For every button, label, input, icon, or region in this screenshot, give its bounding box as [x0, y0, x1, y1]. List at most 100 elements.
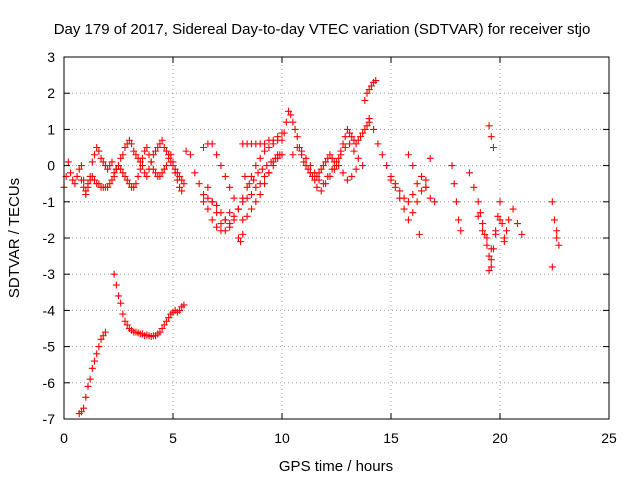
data-point — [165, 154, 173, 162]
data-point — [276, 151, 284, 159]
data-point — [409, 191, 417, 199]
x-axis-label: GPS time / hours — [279, 458, 393, 475]
data-point — [247, 191, 255, 199]
data-point — [479, 220, 487, 228]
data-point — [230, 216, 238, 224]
data-point — [241, 172, 249, 180]
data-point — [95, 180, 103, 188]
data-point — [413, 198, 421, 206]
data-point — [221, 216, 229, 224]
data-point — [383, 162, 391, 170]
data-point — [426, 154, 434, 162]
data-point — [409, 209, 417, 217]
data-point — [396, 194, 404, 202]
data-point — [99, 158, 107, 166]
data-point — [343, 125, 351, 133]
data-point — [300, 158, 308, 166]
data-point — [505, 216, 513, 224]
data-point — [132, 180, 140, 188]
data-point — [555, 241, 563, 249]
data-point — [86, 375, 94, 383]
data-point — [352, 140, 360, 148]
data-point — [322, 158, 330, 166]
data-point — [217, 227, 225, 235]
data-point — [372, 77, 380, 85]
data-point — [352, 165, 360, 173]
data-point — [176, 306, 184, 314]
data-point — [319, 162, 327, 170]
y-tick-label: -3 — [43, 266, 56, 282]
data-point — [341, 133, 349, 141]
x-tick-label: 15 — [383, 430, 399, 446]
data-point — [169, 158, 177, 166]
data-point — [95, 343, 103, 351]
data-point — [271, 154, 279, 162]
data-point — [80, 183, 88, 191]
data-point — [64, 158, 72, 166]
series-tracks-10-14 — [278, 107, 373, 195]
data-point — [261, 140, 269, 148]
data-point — [91, 176, 99, 184]
data-point — [88, 172, 96, 180]
data-point — [418, 172, 426, 180]
data-point — [391, 183, 399, 191]
data-point — [341, 144, 349, 151]
data-point — [125, 136, 133, 144]
y-tick-label: -2 — [43, 230, 56, 246]
data-point — [289, 151, 297, 159]
y-tick-label: 2 — [47, 85, 55, 101]
data-point — [485, 267, 493, 275]
data-point — [363, 122, 371, 130]
data-point — [213, 223, 221, 231]
data-point — [243, 212, 251, 220]
data-point — [278, 136, 286, 144]
data-point — [494, 212, 502, 220]
data-point — [335, 162, 343, 170]
data-point — [115, 162, 122, 170]
data-point — [431, 198, 439, 206]
data-point — [84, 180, 92, 188]
data-point — [261, 180, 269, 188]
data-point — [234, 234, 242, 242]
data-point — [476, 209, 484, 217]
data-point — [226, 223, 234, 231]
y-tick-label: 3 — [47, 49, 55, 65]
data-point — [128, 140, 136, 148]
data-point — [474, 212, 482, 220]
data-point — [123, 176, 131, 184]
data-point — [330, 165, 338, 173]
data-point — [311, 169, 319, 177]
data-point — [88, 364, 96, 372]
data-point — [104, 165, 112, 173]
data-point — [117, 165, 125, 173]
data-point — [261, 172, 269, 180]
data-point — [258, 165, 266, 173]
data-point — [112, 281, 120, 289]
data-point — [84, 382, 92, 390]
y-tick-label: -7 — [43, 411, 56, 427]
data-point — [359, 129, 367, 137]
data-point — [496, 198, 504, 206]
data-point — [162, 147, 170, 155]
x-tick-label: 0 — [60, 430, 68, 446]
data-point — [104, 183, 112, 191]
data-point — [93, 350, 101, 358]
series-tracks-8-10 — [239, 129, 286, 188]
data-point — [483, 234, 491, 242]
data-point — [237, 238, 245, 246]
data-point — [339, 140, 347, 148]
data-point — [343, 176, 351, 184]
data-point — [158, 169, 166, 177]
data-point — [136, 165, 144, 173]
x-tick-labels: 0 5 10 15 20 25 — [60, 430, 617, 446]
data-point — [136, 158, 144, 166]
data-point — [93, 144, 101, 151]
data-point — [121, 317, 129, 325]
data-point — [77, 176, 85, 184]
data-point — [213, 201, 221, 209]
data-point — [75, 165, 83, 173]
data-point — [217, 220, 225, 228]
data-point — [180, 301, 188, 309]
data-point — [230, 194, 238, 202]
